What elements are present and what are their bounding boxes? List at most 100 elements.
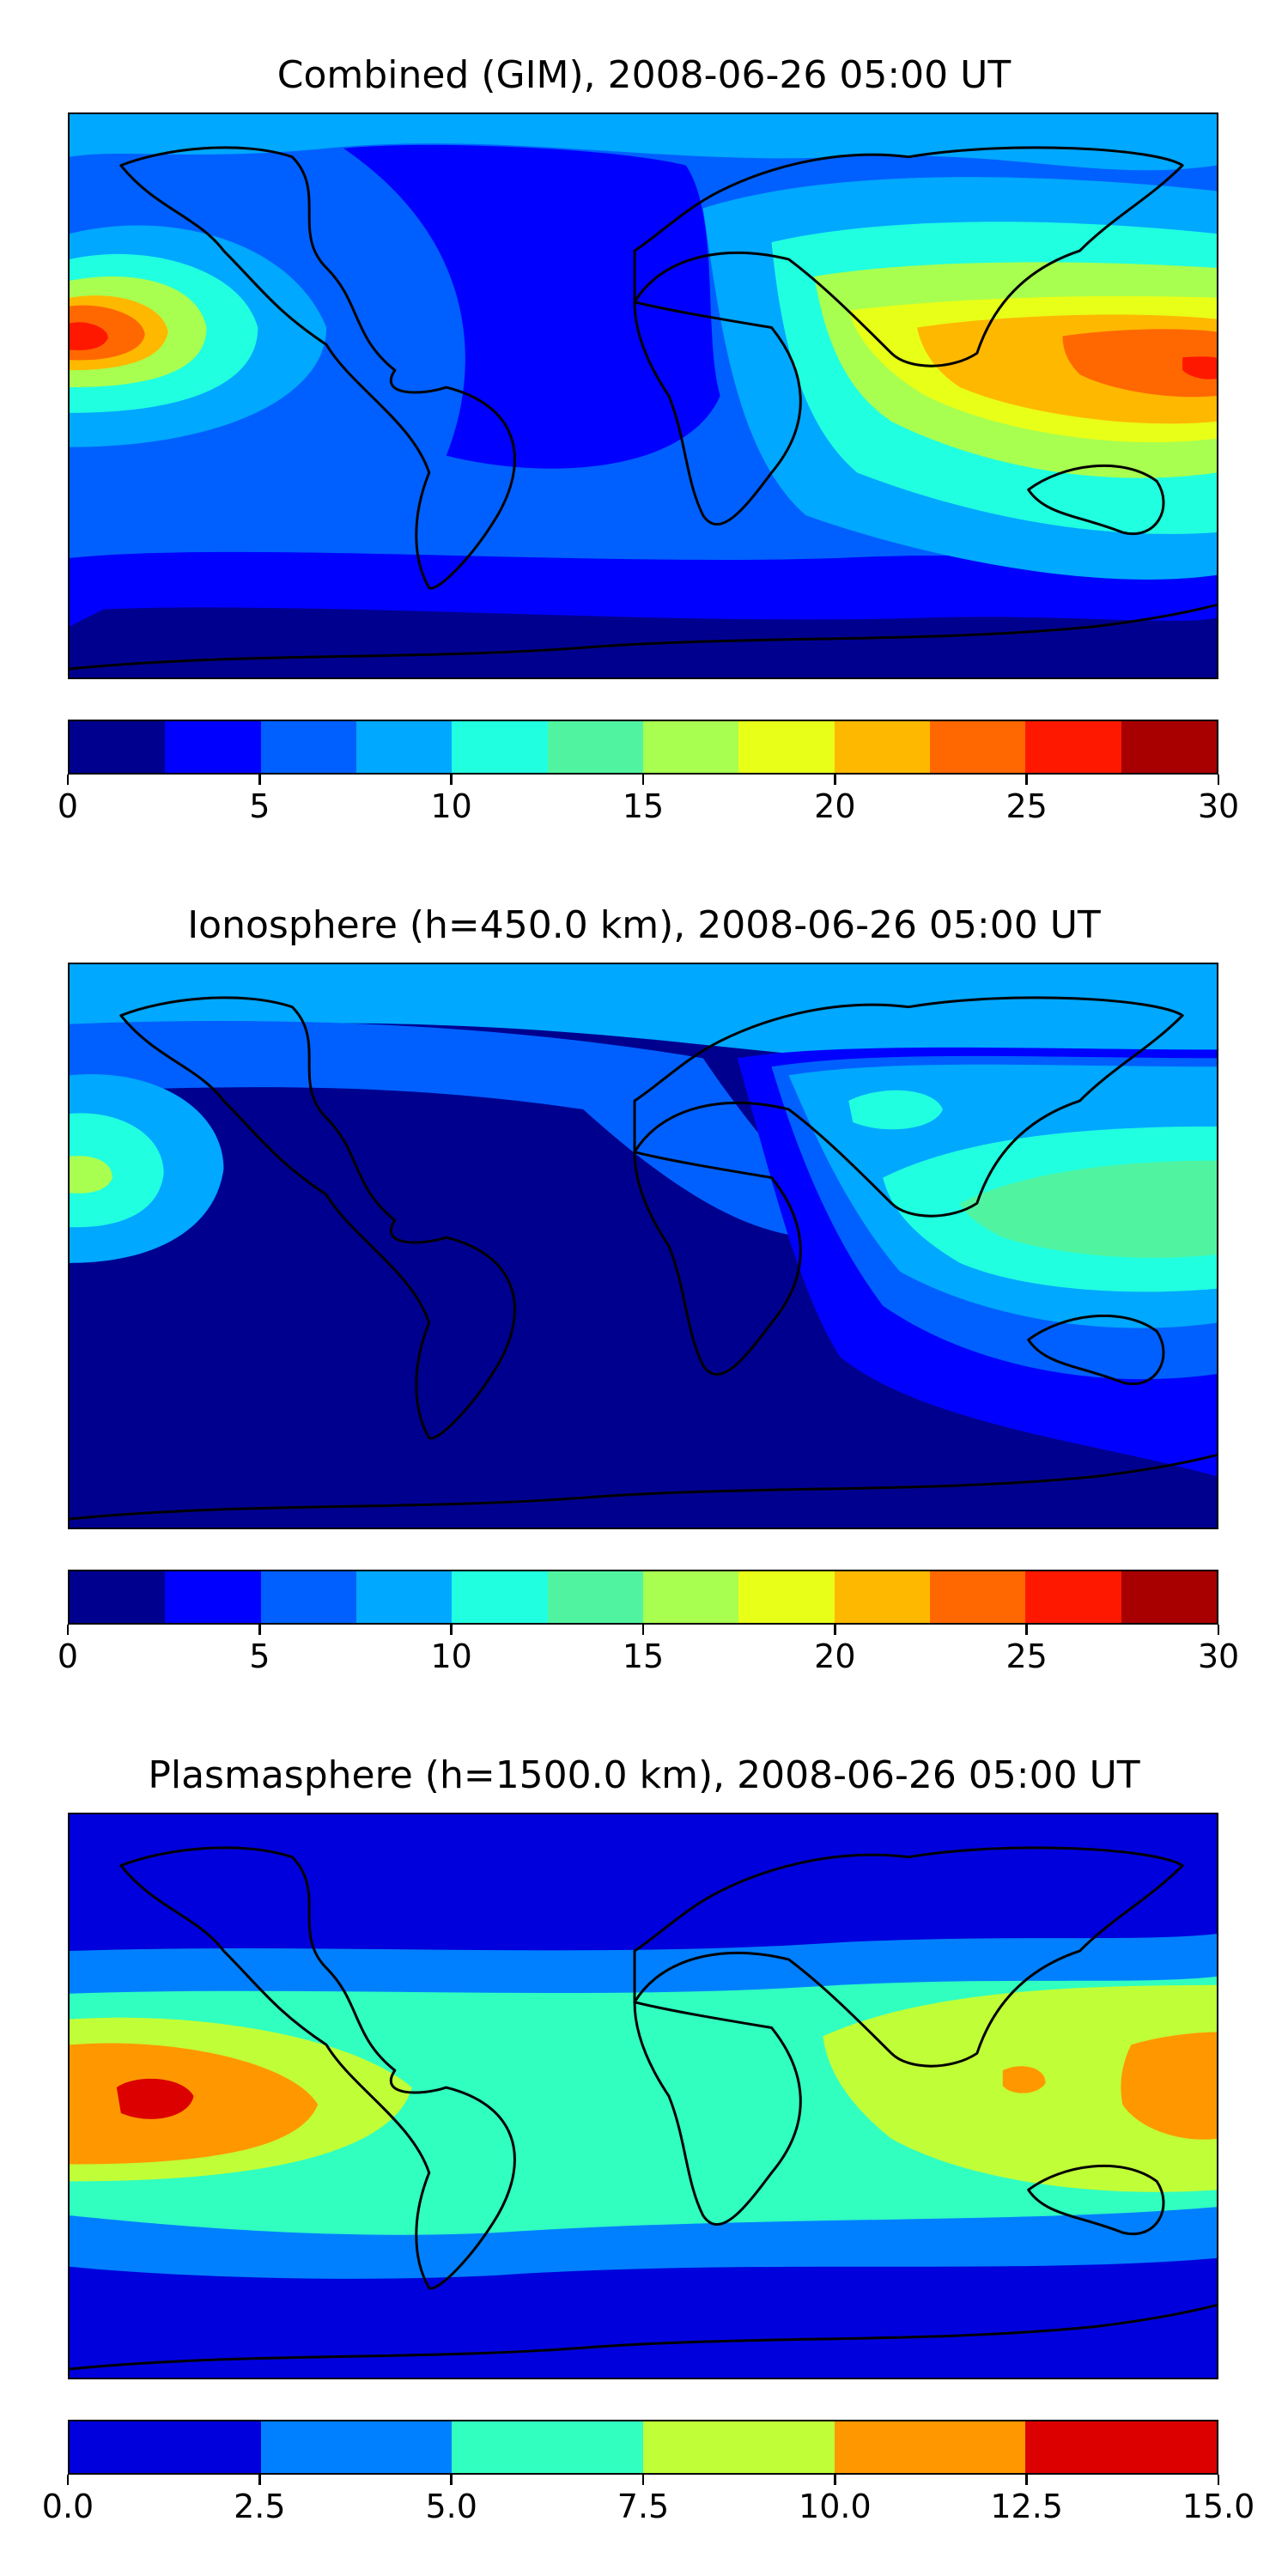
panel-2-title: Ionosphere (h=450.0 km), 2008-06-26 05:0…: [187, 903, 1101, 947]
panel-1-map: [68, 112, 1218, 679]
map-1-west-band-6: [70, 322, 108, 350]
colorbar-segment: [165, 1571, 261, 1623]
map-1-arctic-band: [70, 114, 1217, 171]
colorbar-segment: [1121, 721, 1217, 773]
colorbar-segment: [260, 2421, 453, 2473]
colorbar-segment: [1025, 1571, 1121, 1623]
map-2-north-mid: [70, 1020, 841, 1239]
colorbar-segment: [1121, 1571, 1217, 1623]
map-3-east-orange-small: [1002, 2066, 1046, 2093]
colorbar-segment: [547, 721, 643, 773]
map-1-east-band-7: [1182, 356, 1217, 380]
tick-mark: [66, 775, 70, 785]
tick-label: 10: [430, 1637, 472, 1675]
tick-label: 15: [622, 1637, 665, 1675]
colorbar-segment: [452, 721, 548, 773]
tick-mark: [641, 775, 645, 785]
map-1-south-deep: [70, 607, 1217, 677]
panel-1-colorbar: [68, 720, 1218, 775]
tick-mark: [641, 2475, 645, 2485]
tick-mark: [1025, 775, 1028, 785]
tick-label: 5: [249, 787, 270, 825]
tick-label: 2.5: [234, 2488, 286, 2525]
map-1-east-band-6: [1062, 329, 1217, 398]
colorbar-segment: [70, 1571, 166, 1623]
map-2-coastlines: [70, 996, 1217, 1521]
colorbar-segment: [738, 721, 835, 773]
map-2-east-green: [959, 1160, 1217, 1258]
colorbar-segment: [834, 721, 930, 773]
tick-label: 10.0: [799, 2488, 872, 2525]
map-2-asia-cyan-blob: [848, 1090, 943, 1130]
tick-label: 0: [57, 1637, 79, 1675]
tick-mark: [1025, 2475, 1028, 2485]
colorbar-segment: [642, 1571, 739, 1623]
tick-mark: [258, 775, 261, 785]
tick-mark: [834, 1625, 836, 1635]
colorbar-segment: [643, 2421, 835, 2473]
colorbar-segment: [642, 721, 739, 773]
tick-label: 12.5: [990, 2488, 1063, 2525]
colorbar-segment: [929, 1571, 1026, 1623]
colorbar-segment: [260, 721, 356, 773]
panel-2-colorbar-ticks: 0 5 10 15 20 25 30: [58, 1625, 1239, 1676]
tick-label: 5.0: [425, 2488, 477, 2525]
tick-mark: [66, 1625, 70, 1635]
panel-1-title: Combined (GIM), 2008-06-26 05:00 UT: [276, 53, 1012, 97]
colorbar-segment: [70, 2421, 261, 2473]
tick-mark: [1217, 2475, 1220, 2485]
map-2-north-band: [70, 964, 1217, 1066]
tick-mark: [450, 775, 453, 785]
map-3-coastlines: [70, 1846, 1217, 2371]
tick-mark: [1217, 775, 1220, 785]
map-3-east-orange: [1121, 2032, 1217, 2140]
colorbar-segment: [738, 1571, 835, 1623]
colorbar-segment: [165, 721, 261, 773]
tick-label: 0: [57, 787, 79, 825]
tick-mark: [1217, 1625, 1220, 1635]
tick-label: 0.0: [41, 2488, 94, 2525]
tick-mark: [66, 2475, 70, 2485]
tick-label: 15.0: [1182, 2488, 1255, 2525]
panel-2-colorbar: [68, 1570, 1218, 1625]
colorbar-segment: [260, 1571, 356, 1623]
colorbar-segment: [1025, 721, 1121, 773]
panel-3-map: [68, 1813, 1218, 2379]
map-1-atlantic-low: [343, 144, 720, 469]
colorbar-segment: [452, 2421, 644, 2473]
panel-1-colorbar-ticks: 0 5 10 15 20 25 30: [58, 775, 1239, 826]
colorbar-segment: [834, 2421, 1026, 2473]
tick-label: 15: [622, 787, 665, 825]
panel-2-map: [68, 963, 1218, 1529]
tick-mark: [1025, 1625, 1028, 1635]
panel-3-colorbar: [68, 2420, 1218, 2475]
tick-mark: [834, 775, 836, 785]
map-2-west-blob-3: [70, 1156, 112, 1194]
tick-label: 7.5: [617, 2488, 670, 2525]
tick-label: 10: [430, 787, 472, 825]
colorbar-segment: [834, 1571, 930, 1623]
map-1-coastlines: [70, 146, 1217, 671]
tick-mark: [450, 2475, 453, 2485]
colorbar-segment: [355, 721, 453, 773]
map-3-west-orange: [70, 2043, 319, 2165]
panel-3-colorbar-ticks: 0.0 2.5 5.0 7.5 10.0 12.5 15.0: [42, 2475, 1255, 2526]
colorbar-segment: [547, 1571, 643, 1623]
tick-label: 30: [1197, 787, 1240, 825]
tick-mark: [258, 2475, 261, 2485]
tick-label: 20: [814, 1637, 856, 1675]
map-2-west-blob-2: [70, 1113, 164, 1228]
tick-mark: [258, 1625, 261, 1635]
tick-mark: [641, 1625, 645, 1635]
tick-label: 5: [249, 1637, 270, 1675]
colorbar-segment: [1025, 2421, 1218, 2473]
panel-3-title: Plasmasphere (h=1500.0 km), 2008-06-26 0…: [148, 1753, 1140, 1797]
tick-mark: [834, 2475, 836, 2485]
colorbar-segment: [355, 1571, 453, 1623]
tick-label: 20: [814, 787, 856, 825]
tick-mark: [450, 1625, 453, 1635]
tick-label: 25: [1005, 1637, 1048, 1675]
tick-label: 30: [1197, 1637, 1240, 1675]
tick-label: 25: [1005, 787, 1048, 825]
colorbar-segment: [70, 721, 166, 773]
